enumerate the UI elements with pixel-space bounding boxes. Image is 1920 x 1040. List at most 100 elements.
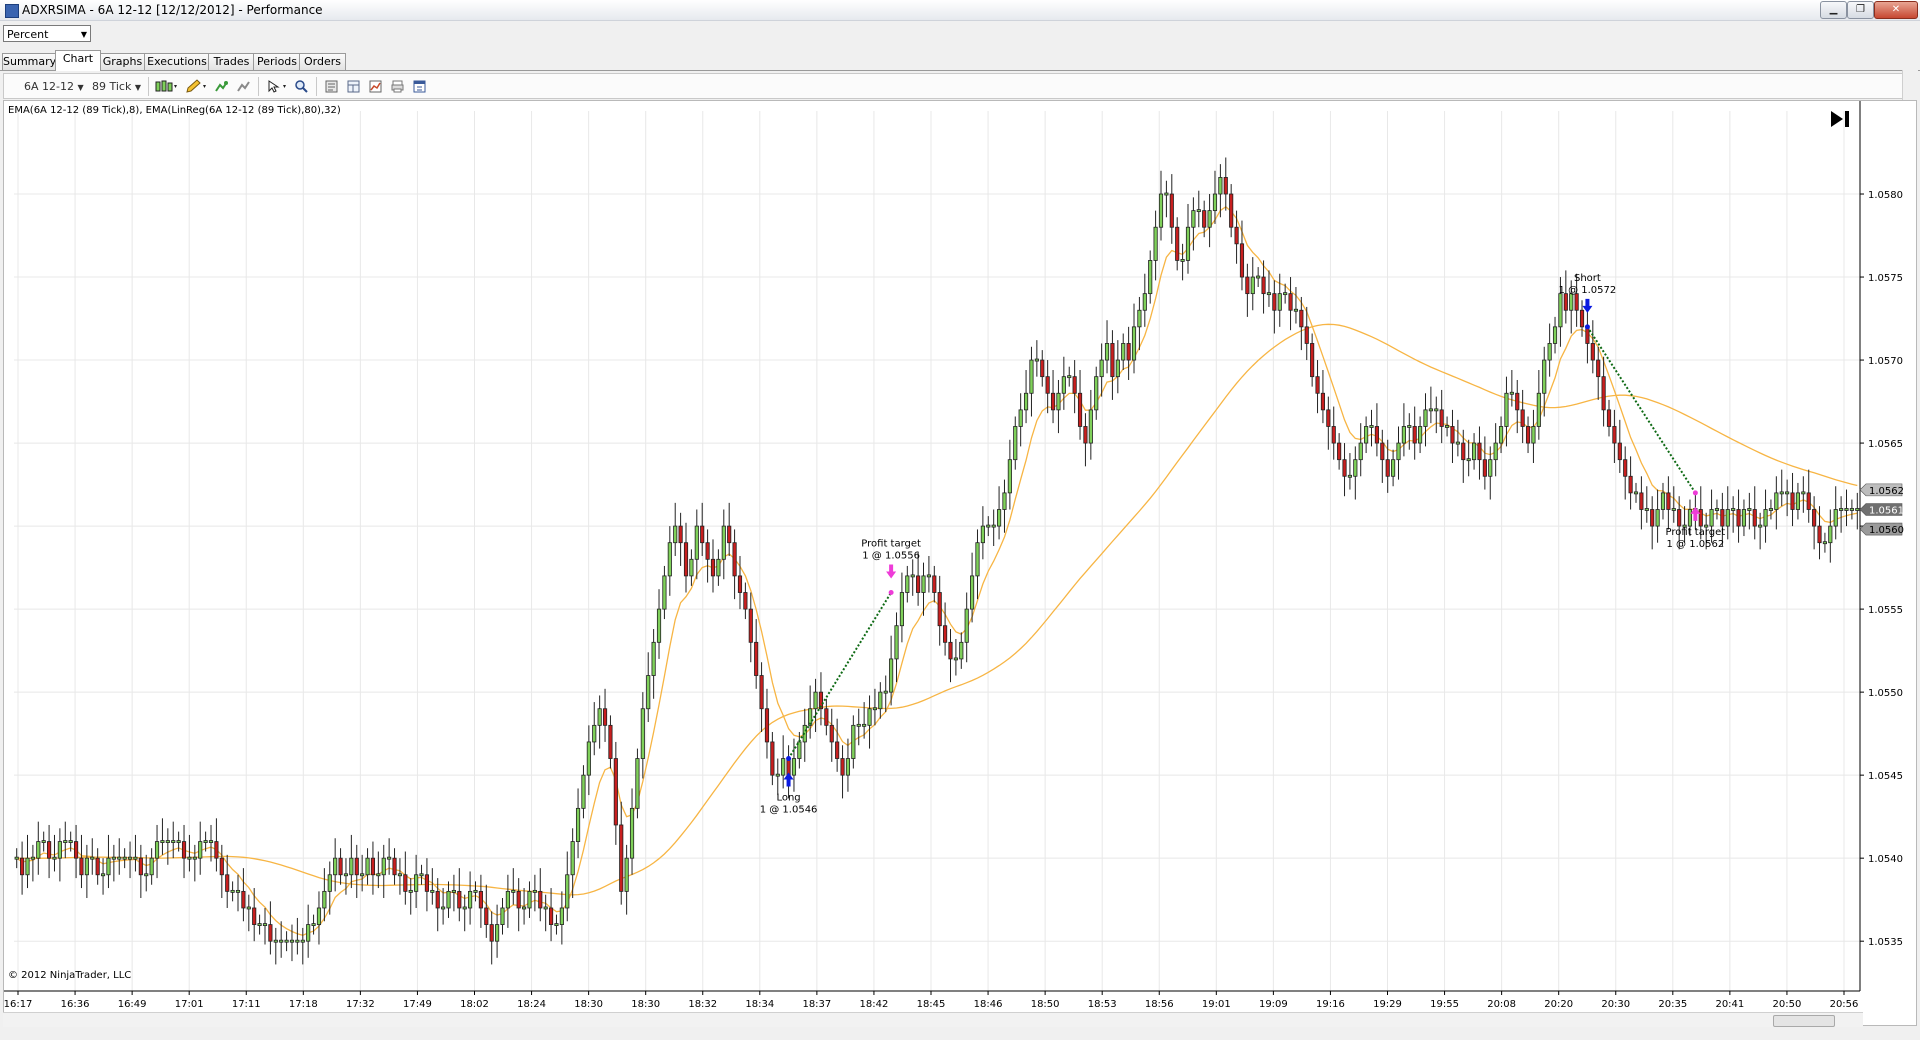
candle	[36, 821, 41, 875]
candle	[333, 838, 338, 892]
candle	[478, 874, 483, 928]
bar-type-icon[interactable]	[154, 79, 178, 94]
candle	[225, 854, 230, 908]
candle	[1061, 356, 1066, 410]
zoom-icon[interactable]	[294, 79, 309, 94]
tab-summary[interactable]: Summary	[2, 53, 57, 70]
candle	[1741, 499, 1747, 537]
candle	[500, 898, 505, 935]
properties-icon[interactable]	[324, 79, 339, 94]
candle	[1736, 489, 1741, 543]
maximize-button[interactable]: ❐	[1847, 1, 1874, 19]
candle	[673, 502, 678, 556]
x-tick-label: 19:29	[1373, 999, 1402, 1010]
candle	[1401, 403, 1406, 457]
y-tick-label: 1.0570	[1868, 356, 1903, 367]
price-marker: 1.0561	[1859, 503, 1904, 516]
print-icon[interactable]	[390, 79, 405, 94]
drawing-pencil-icon[interactable]	[184, 79, 208, 94]
x-tick-label: 18:37	[802, 999, 831, 1010]
candle	[1331, 406, 1336, 460]
candle	[1671, 486, 1676, 523]
add-indicator-icon[interactable]	[214, 79, 229, 94]
candle	[473, 881, 478, 902]
candle	[1698, 486, 1703, 540]
candle	[1606, 399, 1612, 437]
candle	[640, 692, 645, 779]
candle	[1488, 446, 1493, 500]
candle	[63, 821, 68, 859]
chart-template-icon[interactable]	[368, 79, 383, 94]
candle	[1320, 370, 1326, 424]
close-button[interactable]: ✕	[1874, 1, 1918, 19]
candle	[953, 639, 958, 676]
tab-executions[interactable]: Executions	[144, 53, 210, 70]
instrument-selector[interactable]: 6A 12-12 ▼	[24, 79, 84, 94]
candle	[268, 901, 273, 955]
skip-to-end-icon[interactable]	[1828, 108, 1852, 130]
strategy-icon[interactable]	[236, 79, 251, 94]
candle	[511, 868, 516, 905]
tab-chart[interactable]: Chart	[55, 50, 101, 71]
candle	[791, 738, 797, 792]
candle	[106, 834, 111, 889]
tab-orders[interactable]: Orders	[299, 53, 346, 70]
chart-panel[interactable]: 1.0535 1.0540 1.0545 1.0550 1.0555 1.0560 1.05…	[3, 100, 1917, 1026]
candle	[279, 921, 284, 958]
candle	[899, 572, 904, 643]
candle	[262, 907, 268, 945]
candle	[1304, 306, 1309, 361]
candle	[419, 864, 424, 885]
tab-graphs[interactable]: Graphs	[99, 53, 146, 70]
x-tick-label: 17:32	[346, 999, 375, 1010]
candle	[1434, 396, 1439, 434]
x-tick-label: 20:41	[1715, 999, 1744, 1010]
candle	[1682, 506, 1687, 543]
interval-selector[interactable]: 89 Tick ▼	[92, 79, 141, 94]
minimize-button[interactable]: ▁	[1820, 1, 1847, 19]
candle	[322, 868, 327, 922]
candle	[818, 672, 824, 726]
candle	[1110, 330, 1115, 400]
candle	[300, 927, 305, 965]
candle	[646, 652, 651, 723]
candle	[408, 878, 413, 915]
candle	[986, 516, 991, 537]
candle	[1547, 323, 1552, 377]
tab-trades[interactable]: Trades	[208, 53, 255, 70]
scrollbar-thumb[interactable]	[1773, 1015, 1835, 1027]
maximize-icon: ❐	[1856, 4, 1865, 15]
candle	[381, 844, 386, 899]
candle	[970, 552, 975, 623]
price-chart[interactable]: 1.0535 1.0540 1.0545 1.0550 1.0555 1.0560 1.05…	[4, 101, 1916, 1025]
data-box-icon[interactable]	[346, 79, 361, 94]
candle	[1250, 257, 1255, 311]
x-tick-label: 16:49	[118, 999, 147, 1010]
candle	[1439, 389, 1444, 444]
candle	[1844, 489, 1849, 527]
candle	[360, 854, 365, 892]
candle	[1790, 472, 1795, 527]
candle	[1023, 370, 1029, 424]
slow-ema-line	[16, 323, 1858, 896]
display-mode-select[interactable]: Percent ▼	[3, 25, 91, 42]
toolbar-scrollbar[interactable]	[1902, 70, 1918, 100]
candle	[1283, 283, 1288, 304]
candle	[133, 834, 138, 872]
svg-text:Profit target: Profit target	[861, 539, 921, 550]
cursor-icon[interactable]	[266, 79, 290, 94]
candle	[1579, 300, 1585, 337]
candle	[1326, 396, 1331, 450]
candle	[748, 592, 753, 663]
tab-periods[interactable]: Periods	[253, 53, 301, 70]
candle	[619, 801, 624, 905]
window-linking-icon[interactable]	[412, 79, 427, 94]
horizontal-scrollbar[interactable]	[3, 1012, 1863, 1027]
candle	[770, 731, 775, 786]
candle	[851, 715, 856, 769]
candle	[41, 831, 46, 852]
